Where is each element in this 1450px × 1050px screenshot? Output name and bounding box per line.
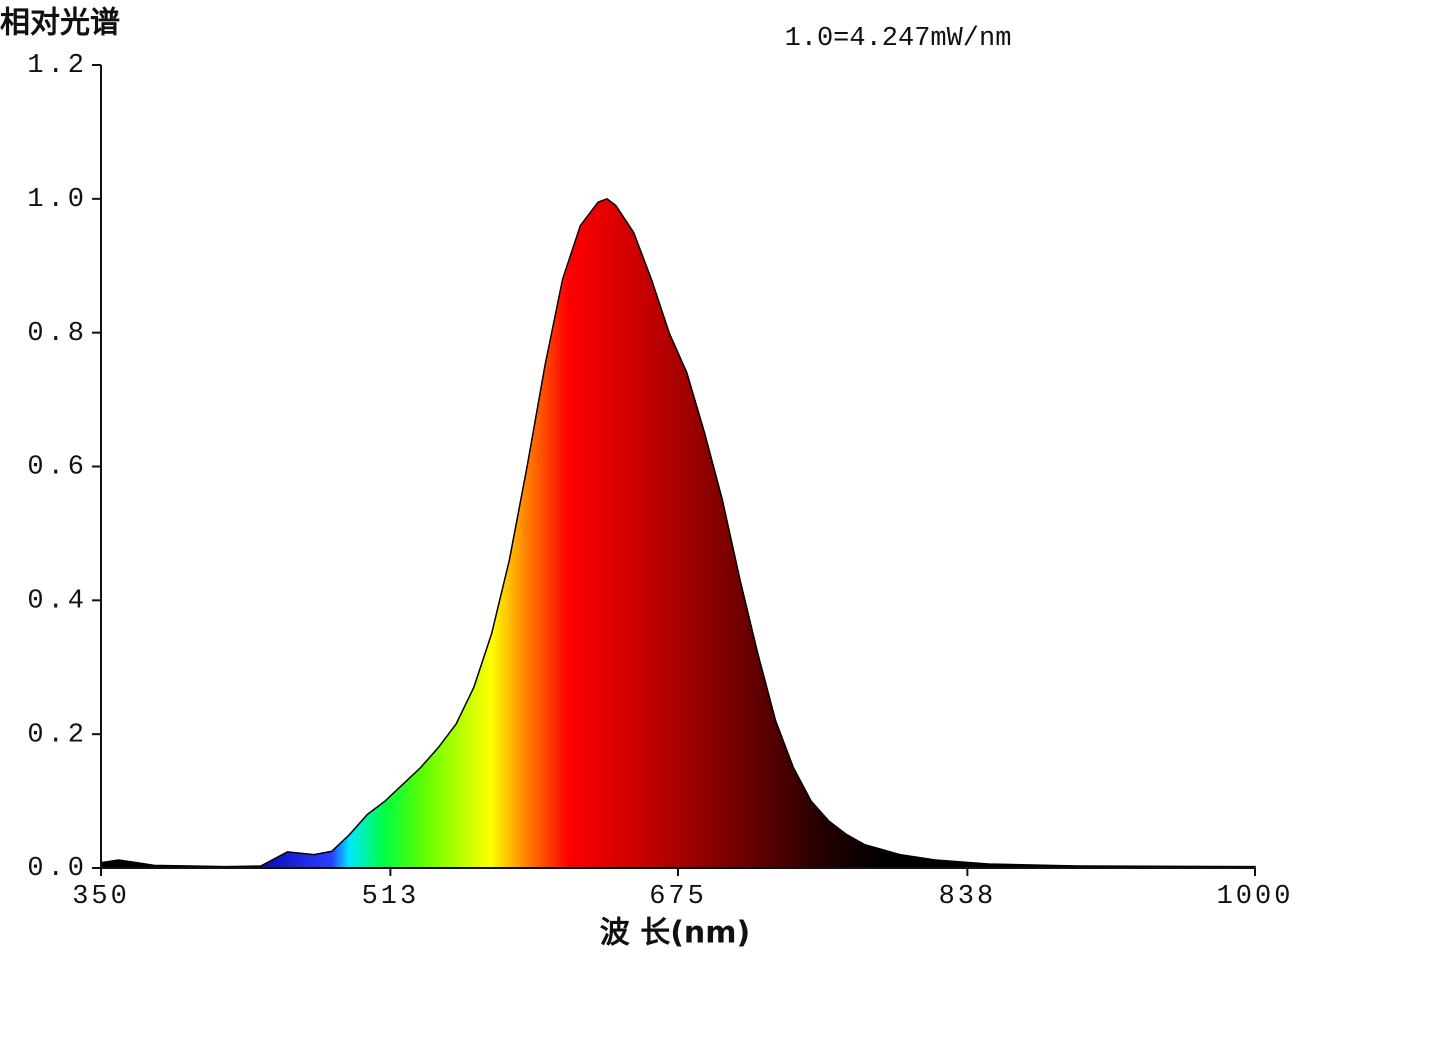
- y-tick-label: 0.8: [27, 319, 88, 349]
- plot-area: [100, 197, 1256, 869]
- y-tick-label: 1.2: [27, 51, 88, 81]
- y-tick-label: 0.0: [27, 854, 88, 884]
- x-tick-label: 513: [362, 882, 420, 912]
- y-tick-label: 1.0: [27, 185, 88, 215]
- annotation: 1.0=4.247mW/nm: [785, 24, 1012, 54]
- spectrum-area: [100, 197, 1256, 869]
- y-tick-label: 0.4: [27, 586, 88, 616]
- x-tick-label: 675: [649, 882, 707, 912]
- x-tick-label: 350: [72, 882, 130, 912]
- x-tick-label: 1000: [1217, 882, 1294, 912]
- x-tick-label: 838: [939, 882, 997, 912]
- x-axis-label: 波 长(nm): [600, 916, 750, 951]
- y-tick-label: 0.6: [27, 453, 88, 483]
- y-tick-label: 0.2: [27, 720, 88, 750]
- y-axis-label: 相对光谱: [0, 6, 120, 41]
